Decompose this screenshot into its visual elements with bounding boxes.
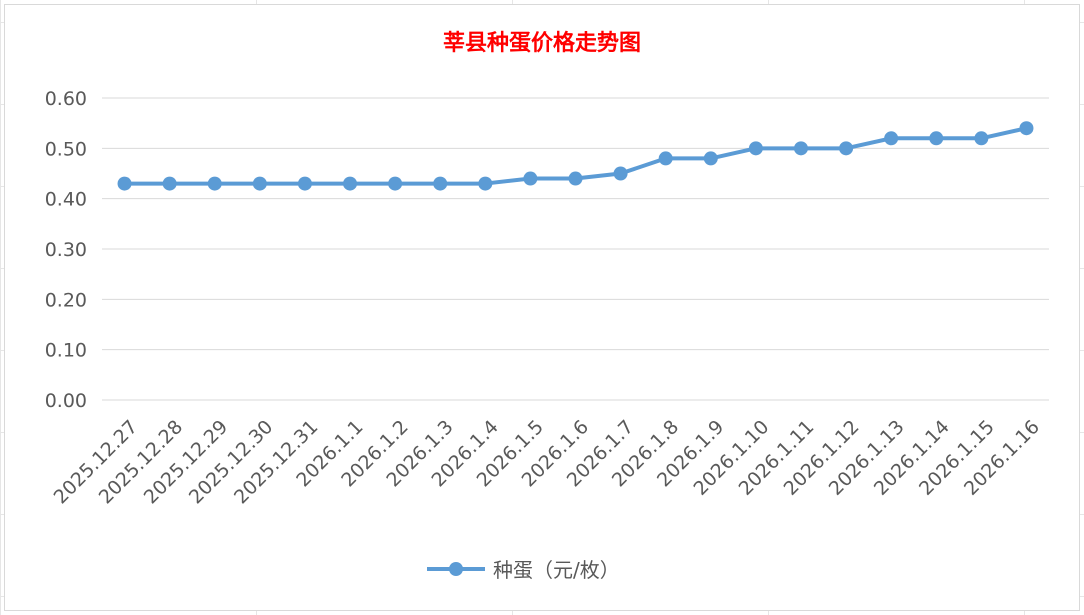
data-point [748,141,763,156]
data-point [252,176,267,191]
data-point [929,131,944,146]
chart-border [4,4,1080,611]
data-point [162,176,177,191]
series-layer [117,121,1034,191]
y-tick-label: 0.50 [45,138,87,160]
data-point [703,151,718,166]
data-point [433,176,448,191]
data-point [388,176,403,191]
data-point [793,141,808,156]
data-point [117,176,132,191]
data-point [974,131,989,146]
y-tick-label: 0.00 [45,390,87,412]
data-point [207,176,222,191]
data-point [568,171,583,186]
data-point [839,141,854,156]
data-point [343,176,358,191]
legend-label: 种蛋（元/枚） [493,558,620,582]
data-point [523,171,538,186]
y-tick-label: 0.20 [45,289,87,311]
y-gridlines [102,97,1049,401]
legend: 种蛋（元/枚） [427,558,620,582]
data-point [658,151,673,166]
legend-marker-swatch [449,562,463,576]
data-point [297,176,312,191]
data-point [884,131,899,146]
y-tick-label: 0.10 [45,340,87,362]
data-point [1019,121,1034,136]
data-point [613,166,628,181]
y-tick-label: 0.40 [45,189,87,211]
y-tick-label: 0.30 [45,239,87,261]
data-point [478,176,493,191]
y-tick-label: 0.60 [45,88,87,110]
y-axis-tick-labels: 0.00 0.10 0.20 0.30 0.40 0.50 0.60 [45,88,87,412]
chart-title: 莘县种蛋价格走势图 [443,30,641,56]
